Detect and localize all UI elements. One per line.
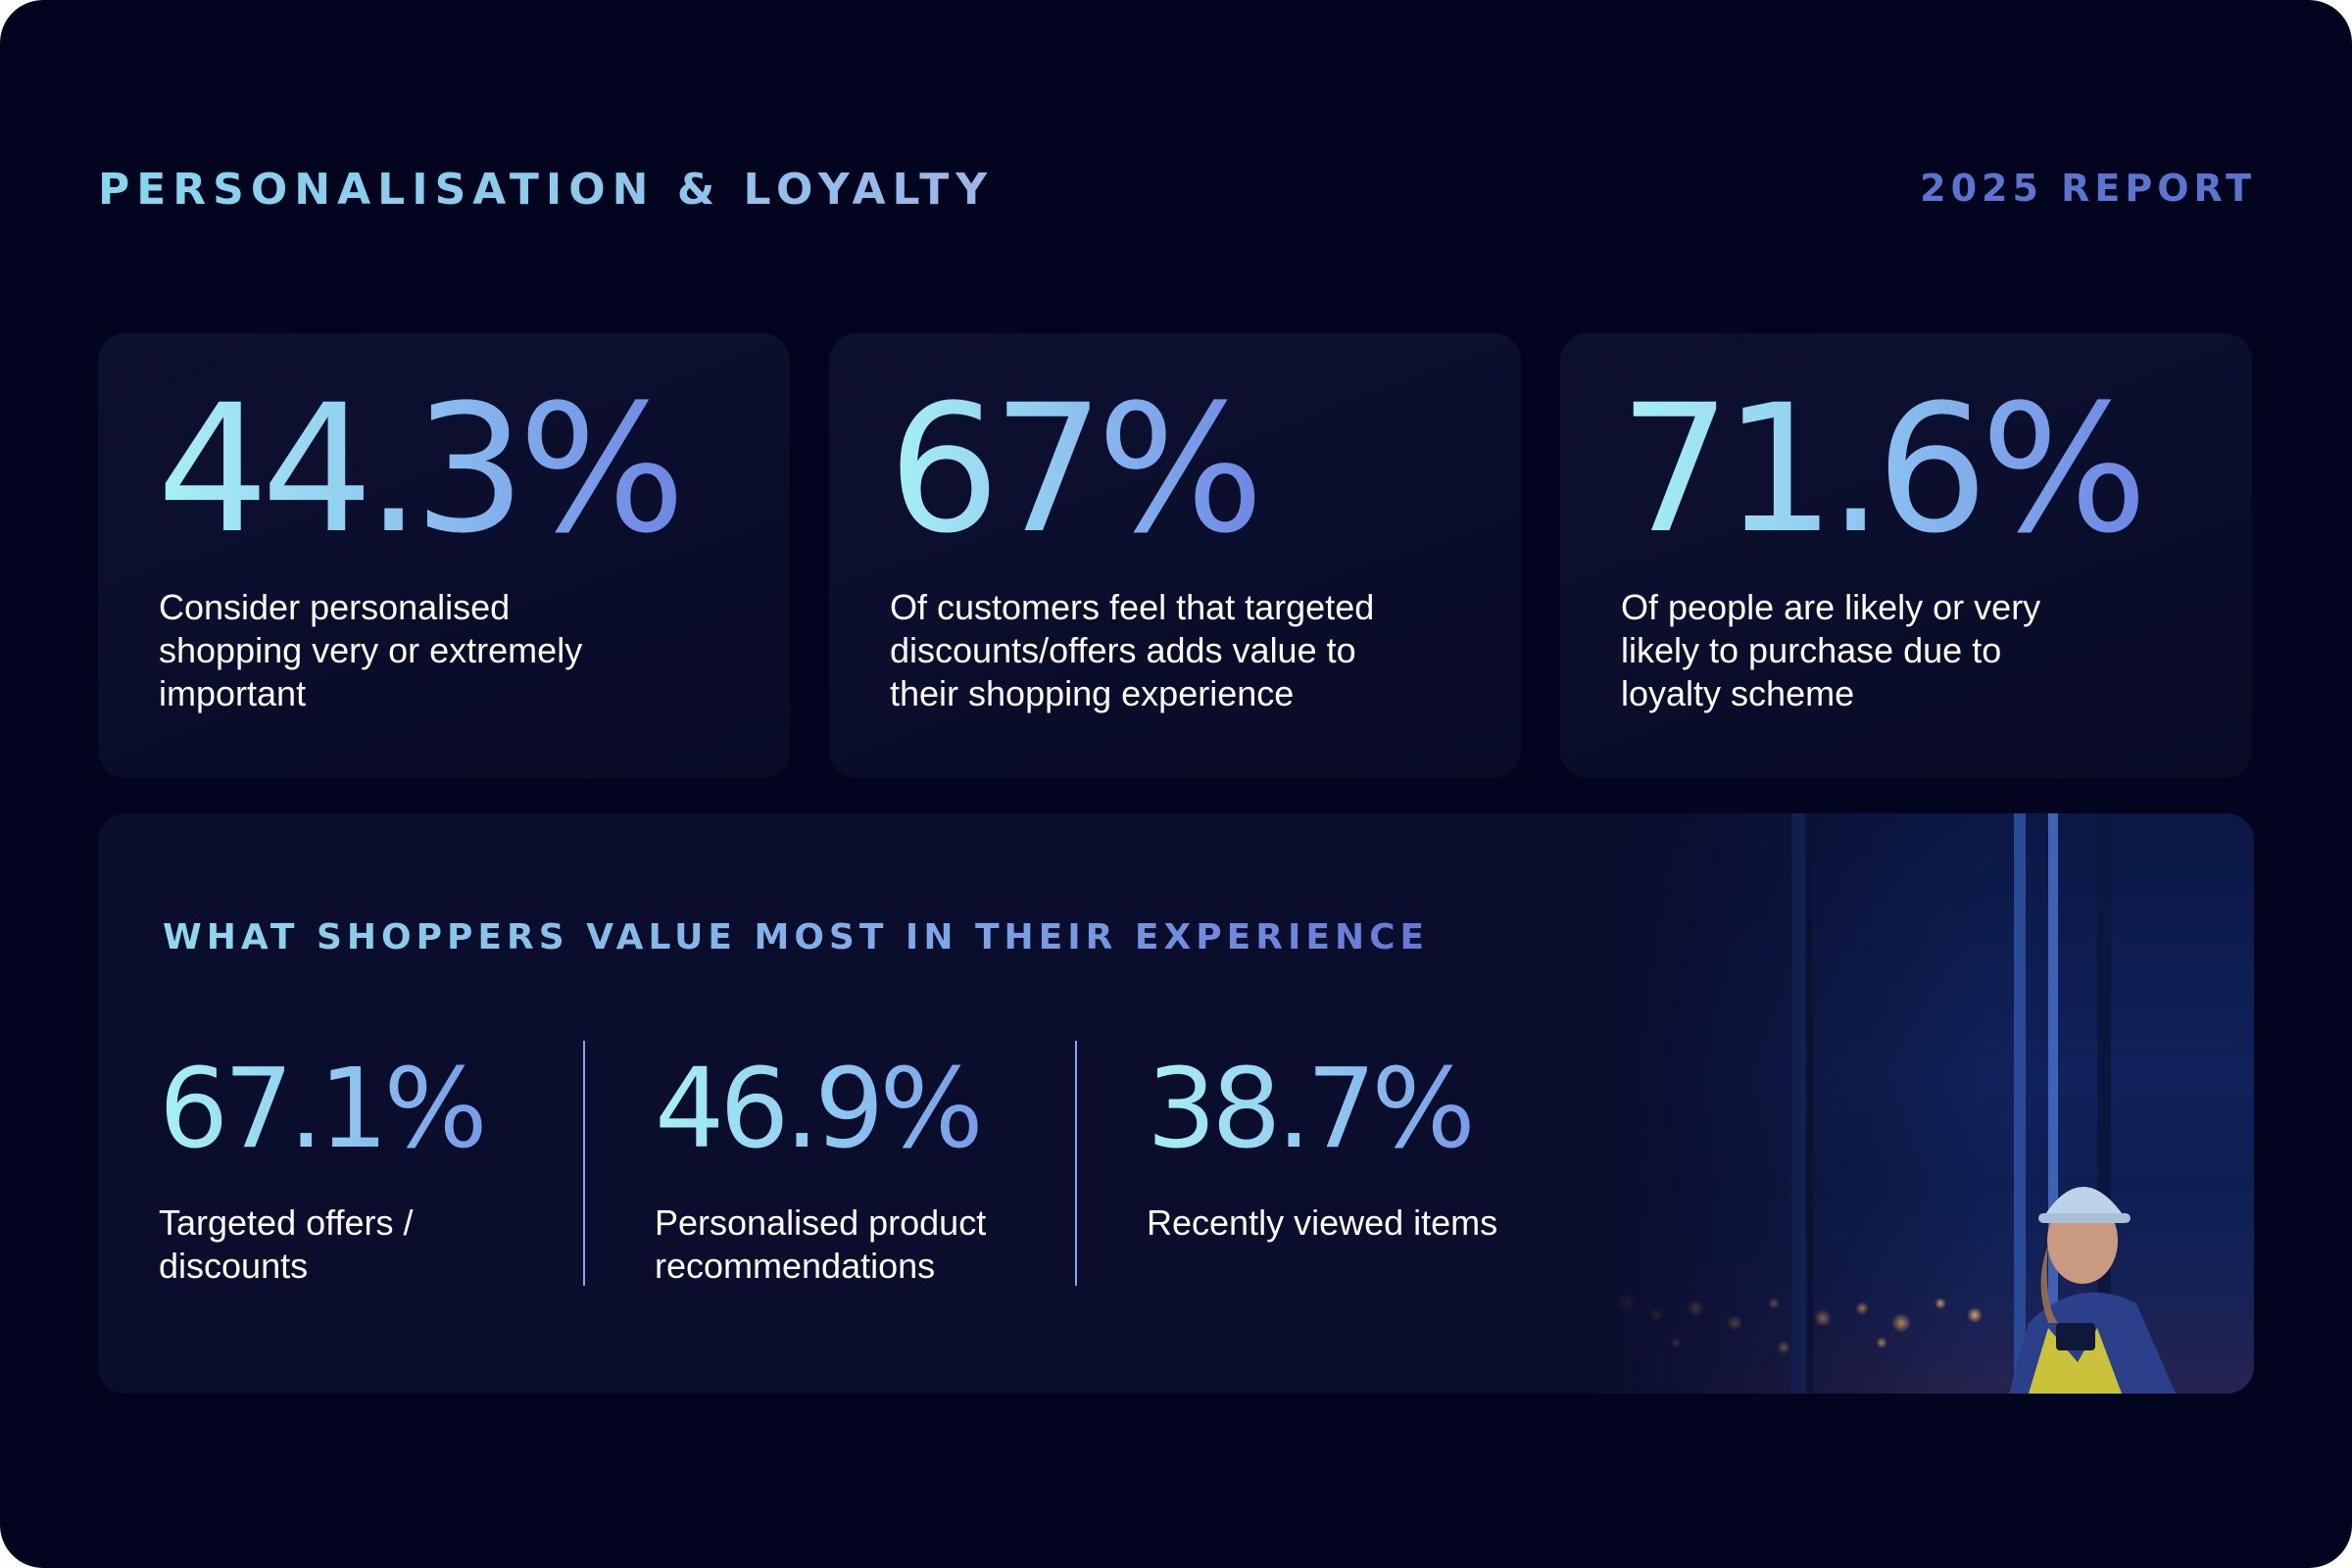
panel-title: WHAT SHOPPERS VALUE MOST IN THEIR EXPERI… <box>163 917 1430 957</box>
photo-fade-overlay <box>1588 813 2254 1394</box>
stat-value: 46.9% <box>655 1054 1047 1164</box>
stat-card-description: Of customers feel that targeted discount… <box>890 587 1375 713</box>
stat-description: Personalised product recommendations <box>655 1202 987 1286</box>
stat-card-description: Of people are likely or very likely to p… <box>1621 587 2041 713</box>
stat-card-value: 44.3% <box>157 368 686 572</box>
stat-card-targeted-discounts: 67% Of customers feel that targeted disc… <box>829 333 1521 778</box>
stat-card-personalised-shopping: 44.3% Consider personalised shopping ver… <box>98 333 790 778</box>
stat-card-loyalty-scheme: 71.6% Of people are likely or very likel… <box>1560 333 2252 778</box>
report-year-label: 2025 REPORT <box>1920 167 2256 210</box>
stat-card-value: 71.6% <box>1619 368 2148 572</box>
stat-divider <box>1075 1041 1077 1286</box>
stat-description: Recently viewed items <box>1147 1202 1498 1243</box>
stat-card-value: 67% <box>888 368 1264 572</box>
stat-card-description: Consider personalised shopping very or e… <box>159 587 583 713</box>
stat-description: Targeted offers / discounts <box>159 1202 414 1286</box>
shopper-value-panel: WHAT SHOPPERS VALUE MOST IN THEIR EXPERI… <box>98 813 2254 1394</box>
stat-recently-viewed: 38.7% Recently viewed items <box>1147 1054 1539 1245</box>
stat-divider <box>583 1041 585 1286</box>
stat-targeted-offers: 67.1% Targeted offers / discounts <box>159 1054 551 1288</box>
stat-value: 67.1% <box>159 1054 551 1164</box>
stat-personalised-recommendations: 46.9% Personalised product recommendatio… <box>655 1054 1047 1288</box>
stat-value: 38.7% <box>1147 1054 1539 1164</box>
page-title: PERSONALISATION & LOYALTY <box>98 165 995 215</box>
